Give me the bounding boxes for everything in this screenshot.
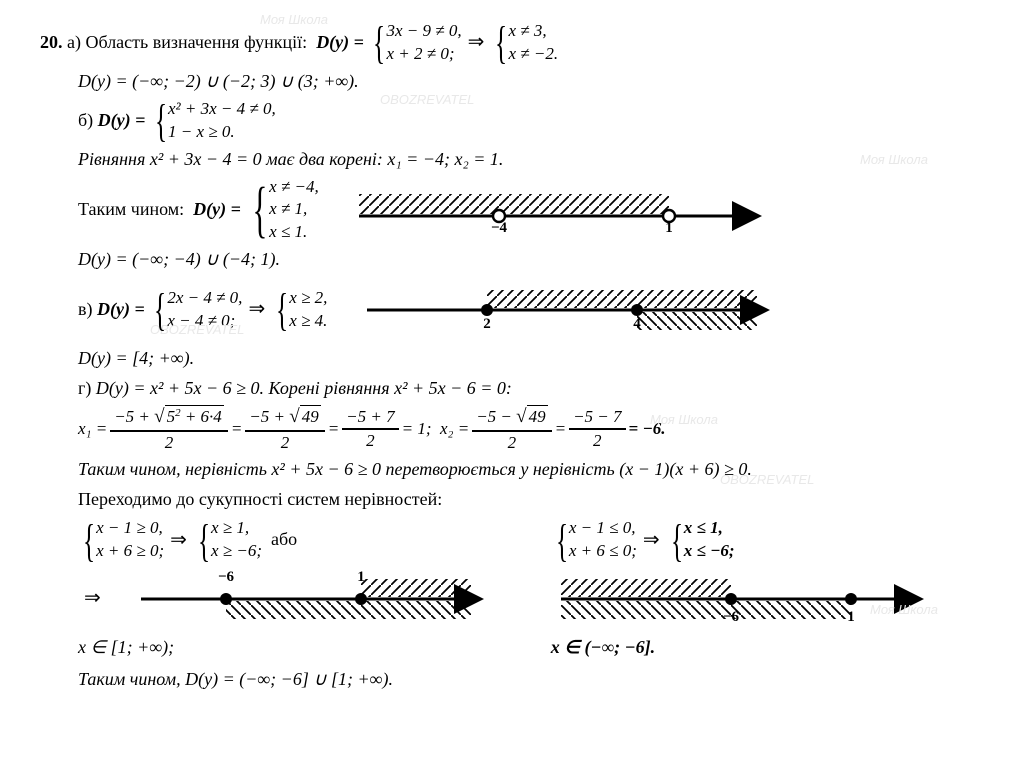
svg-text:2: 2 (484, 316, 492, 332)
sys-line: x ≠ 3, (508, 20, 558, 43)
svg-text:−6: −6 (723, 609, 740, 623)
sys-line: x + 6 ≥ 0; (96, 540, 164, 563)
sys-line: x + 6 ≤ 0; (569, 540, 637, 563)
dy-expr: D(y) = (316, 29, 364, 57)
system-c-1: { 2x − 4 ≠ 0, x − 4 ≠ 0; (149, 287, 242, 333)
or-text: або (271, 526, 297, 554)
right-col: { x − 1 ≤ 0, x + 6 ≤ 0; ⇒ { x ≤ 1, x ≤ −… (551, 515, 931, 664)
part-b-thus: Таким чином: D(y) = { x ≠ −4, x ≠ 1, x ≤… (78, 176, 1002, 245)
sys-line: x + 2 ≠ 0; (387, 43, 462, 66)
left-col: { x − 1 ≥ 0, x + 6 ≥ 0; ⇒ { x ≥ 1, x ≥ −… (78, 515, 491, 664)
sys-line: x ≤ −6; (684, 540, 735, 563)
implies-icon: ⇒ (170, 525, 187, 556)
eq-end: = −6. (629, 416, 666, 442)
part-d-expr: D(y) = x² + 5x − 6 ≥ 0. Корені рівняння … (96, 375, 512, 403)
part-c-result: D(y) = [4; +∞). (78, 345, 1002, 373)
x2-label: x₂ = (440, 416, 469, 442)
sys-line: x ≥ 2, (289, 287, 327, 310)
systems-row: { x − 1 ≥ 0, x + 6 ≥ 0; ⇒ { x ≥ 1, x ≥ −… (78, 515, 1002, 664)
dy-expr: D(y) = (98, 107, 146, 135)
sys-line: x² + 3x − 4 ≠ 0, (168, 98, 276, 121)
question-number: 20. (40, 29, 63, 57)
svg-text:1: 1 (665, 220, 673, 234)
left-answer: x ∈ [1; +∞); (78, 634, 491, 662)
numberline-d-right: −6 1 (551, 565, 931, 632)
part-b-result: D(y) = (−∞; −4) ∪ (−4; 1). (78, 246, 1002, 274)
part-a-label: а) Область визначення функції: (67, 29, 307, 57)
x1-label: x₁ = (78, 416, 107, 442)
part-a-heading: 20. а) Область визначення функції: D(y) … (40, 20, 1002, 66)
eq-1: = 1; (402, 416, 432, 442)
implies-icon: ⇒ (643, 525, 660, 556)
right-answer: x ∈ (−∞; −6]. (551, 634, 931, 662)
sys-line: x ≥ 1, (211, 517, 262, 540)
svg-text:1: 1 (847, 609, 855, 623)
part-b-heading: б) D(y) = { x² + 3x − 4 ≠ 0, 1 − x ≥ 0. (78, 98, 1002, 144)
system-b-2: { x ≠ −4, x ≠ 1, x ≤ 1. (245, 176, 318, 245)
sys-line: x − 1 ≥ 0, (96, 517, 164, 540)
part-d-quadratic: x₁ = −5 + √52 + 6·42 = −5 + √492 = −5 + … (78, 405, 1002, 454)
part-b-label: б) (78, 107, 93, 135)
part-b-roots: Рівняння x² + 3x − 4 = 0 має два корені:… (78, 146, 1002, 174)
part-d-final: Таким чином, D(y) = (−∞; −6] ∪ [1; +∞). (78, 666, 1002, 694)
part-d-thus: Таким чином, нерівність x² + 5x − 6 ≥ 0 … (78, 456, 1002, 484)
system-c-2: { x ≥ 2, x ≥ 4. (271, 287, 327, 333)
sys-line: 3x − 9 ≠ 0, (387, 20, 462, 43)
sys-line: x − 1 ≤ 0, (569, 517, 637, 540)
sys-line: x ≤ 1. (269, 221, 319, 244)
numberline-b: −4 1 (349, 176, 769, 243)
sys-line: 2x − 4 ≠ 0, (167, 287, 242, 310)
svg-text:4: 4 (634, 316, 642, 332)
sys-line: x ≥ 4. (289, 310, 327, 333)
sys-line: x ≠ 1, (269, 198, 319, 221)
dy-expr: D(y) = (97, 296, 145, 324)
sys-line: x − 4 ≠ 0; (167, 310, 242, 333)
svg-text:−6: −6 (218, 569, 235, 585)
sys-line: x ≥ −6; (211, 540, 262, 563)
svg-text:−4: −4 (491, 220, 508, 234)
numberline-d-left: −6 1 (111, 565, 491, 632)
part-a-result: D(y) = (−∞; −2) ∪ (−2; 3) ∪ (3; +∞). (78, 68, 1002, 96)
svg-text:1: 1 (357, 569, 365, 585)
part-d-proceed: Переходимо до сукупності систем нерівнос… (78, 486, 1002, 514)
thus-text: Таким чином: (78, 196, 184, 224)
dy-expr: D(y) = (193, 196, 241, 224)
sys-line: 1 − x ≥ 0. (168, 121, 276, 144)
part-c-label: в) (78, 296, 93, 324)
implies-icon: ⇒ (248, 294, 265, 325)
sys-line: x ≤ 1, (684, 517, 735, 540)
system-a-1: { 3x − 9 ≠ 0, x + 2 ≠ 0; (368, 20, 461, 66)
part-c-heading: в) D(y) = { 2x − 4 ≠ 0, x − 4 ≠ 0; ⇒ { x… (78, 276, 1002, 343)
implies-icon: ⇒ (84, 583, 101, 614)
sys-line: x ≠ −4, (269, 176, 319, 199)
implies-icon: ⇒ (468, 27, 485, 58)
system-a-2: { x ≠ 3, x ≠ −2. (490, 20, 558, 66)
part-d-heading: г) D(y) = x² + 5x − 6 ≥ 0. Корені рівнян… (78, 375, 1002, 403)
system-b: { x² + 3x − 4 ≠ 0, 1 − x ≥ 0. (150, 98, 276, 144)
sys-line: x ≠ −2. (508, 43, 558, 66)
numberline-c: 2 4 (357, 276, 777, 343)
part-d-label: г) (78, 375, 91, 403)
